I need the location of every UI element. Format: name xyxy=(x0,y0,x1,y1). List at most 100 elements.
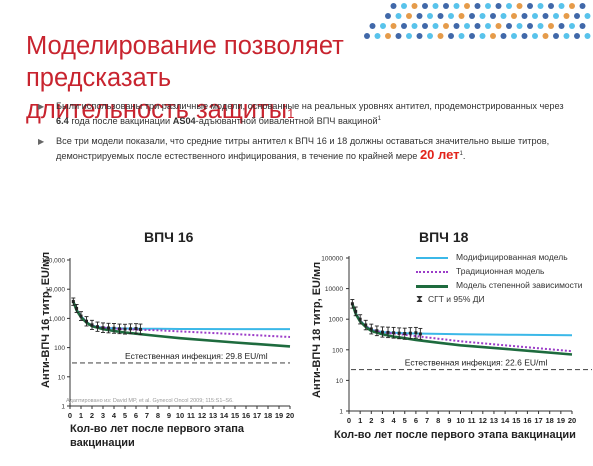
decorative-dot xyxy=(548,23,554,29)
decorative-dot xyxy=(401,3,407,9)
natural-infection-label: Естественная инфекция: 22.6 EU/ml xyxy=(405,358,548,368)
legend-item-power: Модель степенной зависимости xyxy=(416,278,583,292)
bullet-2-text-c: . xyxy=(462,151,466,162)
decorative-dot xyxy=(474,3,481,9)
decorative-dot xyxy=(422,3,428,9)
decorative-dot xyxy=(537,3,544,9)
gmt-point xyxy=(380,330,384,334)
series-traditional-line xyxy=(72,301,291,338)
x-tick-label: 14 xyxy=(501,416,510,425)
decorative-dot xyxy=(532,13,538,19)
x-tick-label: 12 xyxy=(198,411,206,420)
decorative-dot xyxy=(553,33,559,39)
x-tick-label: 3 xyxy=(101,411,105,420)
chart-2-title: ВПЧ 18 xyxy=(419,229,469,245)
gmt-point xyxy=(75,306,79,310)
legend-label-ci: СГТ и 95% ДИ xyxy=(428,294,485,304)
decorative-dot xyxy=(495,23,502,29)
x-tick-label: 11 xyxy=(187,411,195,420)
x-tick-label: 13 xyxy=(490,416,498,425)
decorative-dot xyxy=(385,13,391,19)
decorative-dot xyxy=(506,23,512,29)
gmt-point xyxy=(85,319,88,323)
decorative-dot xyxy=(464,23,470,29)
x-tick-label: 5 xyxy=(123,411,127,420)
x-tick-label: 11 xyxy=(468,416,476,425)
y-tick-label: 100 xyxy=(54,345,65,352)
error-bar-icon: ⧗ xyxy=(416,294,424,305)
decorative-dot xyxy=(380,23,386,29)
x-tick-label: 13 xyxy=(209,411,217,420)
decorative-dot xyxy=(532,33,538,39)
gmt-point xyxy=(96,325,99,329)
y-tick-label: 10,000 xyxy=(45,287,65,294)
decorative-dot xyxy=(395,33,402,39)
x-tick-label: 18 xyxy=(264,411,272,420)
gmt-point xyxy=(354,309,358,313)
y-tick-label: 1000 xyxy=(329,317,344,324)
decorative-dot xyxy=(411,23,418,29)
decorative-dot xyxy=(563,13,570,19)
legend-item-modified: Модифицированная модель xyxy=(416,250,583,264)
gmt-point xyxy=(107,326,110,330)
decorative-dot xyxy=(416,13,423,19)
decorative-dot xyxy=(521,33,528,39)
reference-text: Адаптировано из: David MP, et al. Gyneco… xyxy=(66,398,234,404)
decorative-dot xyxy=(374,33,381,39)
y-tick-label: 100000 xyxy=(321,256,343,263)
x-tick-label: 9 xyxy=(167,411,171,420)
decorative-dot xyxy=(511,33,517,39)
decorative-dot xyxy=(579,3,586,9)
x-tick-label: 6 xyxy=(134,411,138,420)
decorative-dot xyxy=(432,23,439,29)
legend: Модифицированная модель Традиционная мод… xyxy=(416,250,583,306)
gmt-point xyxy=(418,332,422,336)
x-tick-label: 1 xyxy=(79,411,83,420)
decorative-dot xyxy=(437,33,444,39)
x-tick-label: 4 xyxy=(392,416,397,425)
decorative-dot xyxy=(406,13,412,19)
gmt-point xyxy=(112,326,116,330)
decorative-dot xyxy=(479,13,486,19)
x-tick-label: 0 xyxy=(347,416,351,425)
bullet-arrow-icon: ▶ xyxy=(38,137,45,147)
decorative-dot xyxy=(401,23,407,29)
bullet-1-adjuvant: AS04 xyxy=(172,116,196,127)
bullet-1-text-a: Были использованы три различные модели, … xyxy=(56,101,564,111)
decorative-dot xyxy=(406,33,412,39)
decorative-dot xyxy=(453,23,460,29)
decorative-dot xyxy=(364,33,370,39)
legend-line-icon xyxy=(416,257,448,259)
decorative-dot xyxy=(516,23,523,29)
series-power-line xyxy=(72,301,291,348)
series-modified-line xyxy=(351,303,573,337)
x-tick-label: 16 xyxy=(523,416,531,425)
x-tick-label: 7 xyxy=(425,416,429,425)
gmt-point xyxy=(101,326,105,330)
title-line-2: длительность защиты xyxy=(26,96,288,124)
decorative-dot xyxy=(548,3,554,9)
y-tick-label: 100 xyxy=(332,347,343,354)
x-tick-label: 20 xyxy=(286,411,294,420)
decorative-dot xyxy=(495,3,502,9)
title-line-1: Моделирование позволяет предсказать xyxy=(26,32,344,92)
decorative-dot xyxy=(542,13,549,19)
x-tick-label: 19 xyxy=(557,416,565,425)
decorative-dot xyxy=(432,3,439,9)
decorative-dot xyxy=(474,23,481,29)
decorative-dot xyxy=(395,13,402,19)
decorative-dot xyxy=(516,3,523,9)
gmt-point xyxy=(392,331,396,335)
decorative-dot xyxy=(579,23,586,29)
x-tick-label: 8 xyxy=(156,411,160,420)
bullet-2-footnote: 1 xyxy=(459,151,463,158)
x-tick-label: 20 xyxy=(568,416,576,425)
bullet-1-text-e: -адъювантной бивалентной ВПЧ вакциной xyxy=(195,116,378,127)
decorative-dot xyxy=(558,23,565,29)
decorative-dot xyxy=(411,3,418,9)
legend-thick-line-icon xyxy=(416,285,448,288)
x-tick-label: 15 xyxy=(512,416,520,425)
decorative-dots xyxy=(364,3,591,39)
y-tick-label: 1 xyxy=(339,409,343,416)
